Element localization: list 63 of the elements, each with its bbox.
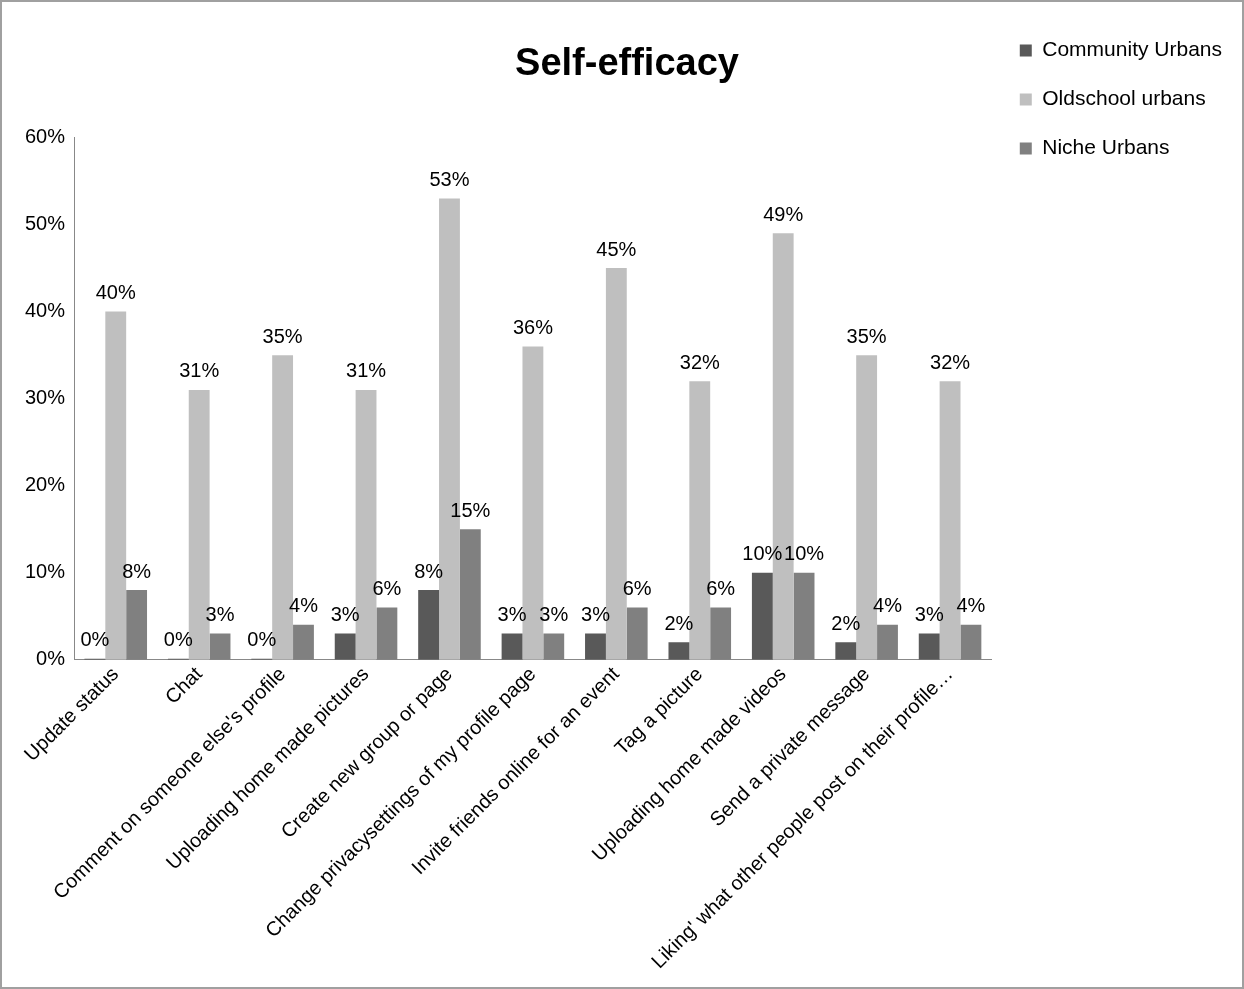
y-tick-label: 20% xyxy=(25,473,66,496)
bar xyxy=(376,607,398,660)
bar xyxy=(209,633,231,660)
legend-label: Niche Urbans xyxy=(1042,135,1170,159)
data-label: 2% xyxy=(664,611,694,634)
data-label: 10% xyxy=(784,542,825,565)
bar xyxy=(960,624,982,660)
data-label: 10% xyxy=(742,542,783,565)
data-label: 3% xyxy=(330,603,360,626)
data-label: 4% xyxy=(289,594,319,617)
data-label: 35% xyxy=(262,324,303,347)
data-label: 32% xyxy=(930,350,971,373)
bar xyxy=(918,633,940,660)
data-label: 6% xyxy=(706,576,736,599)
bar xyxy=(543,633,565,660)
bar xyxy=(126,590,148,660)
y-tick-label: 60% xyxy=(25,125,66,148)
bar xyxy=(668,642,690,660)
y-tick-label: 30% xyxy=(25,386,66,409)
bar xyxy=(501,633,523,660)
bar xyxy=(877,624,898,660)
y-tick-label: 10% xyxy=(25,560,66,583)
bar xyxy=(793,572,815,660)
data-label: 3% xyxy=(914,603,944,626)
data-label: 3% xyxy=(539,603,569,626)
data-label: 49% xyxy=(763,202,804,225)
data-label: 53% xyxy=(429,168,470,191)
data-label: 6% xyxy=(622,576,652,599)
y-tick-label: 50% xyxy=(25,212,66,235)
data-label: 31% xyxy=(179,359,220,382)
bar xyxy=(751,572,773,660)
bar xyxy=(585,633,606,660)
data-label: 2% xyxy=(831,611,861,634)
data-label: 40% xyxy=(95,281,136,304)
bar xyxy=(293,624,314,660)
bar xyxy=(459,529,481,660)
data-label: 0% xyxy=(247,628,277,651)
legend-label: Oldschool urbans xyxy=(1042,86,1206,110)
data-label: 3% xyxy=(581,603,611,626)
bar xyxy=(710,607,732,660)
data-label: 0% xyxy=(163,628,193,651)
data-label: 4% xyxy=(956,594,986,617)
data-label: 6% xyxy=(372,576,402,599)
chart-title: Self-efficacy xyxy=(515,41,739,84)
bar xyxy=(835,642,857,660)
y-tick-label: 40% xyxy=(25,299,66,322)
data-label: 8% xyxy=(414,559,444,582)
data-label: 36% xyxy=(512,315,554,338)
data-label: 45% xyxy=(596,237,637,260)
bar xyxy=(334,633,356,660)
bar xyxy=(626,607,648,660)
data-label: 3% xyxy=(205,603,235,626)
data-label: 32% xyxy=(679,350,720,373)
legend-label: Community Urbans xyxy=(1042,37,1223,61)
y-tick-label: 0% xyxy=(36,647,66,670)
data-label: 4% xyxy=(873,594,903,617)
data-label: 3% xyxy=(497,603,527,626)
data-label: 31% xyxy=(346,359,387,382)
bar xyxy=(418,590,440,660)
data-label: 15% xyxy=(450,498,491,521)
data-label: 0% xyxy=(80,628,110,651)
data-label: 35% xyxy=(846,324,887,347)
data-label: 8% xyxy=(122,559,152,582)
